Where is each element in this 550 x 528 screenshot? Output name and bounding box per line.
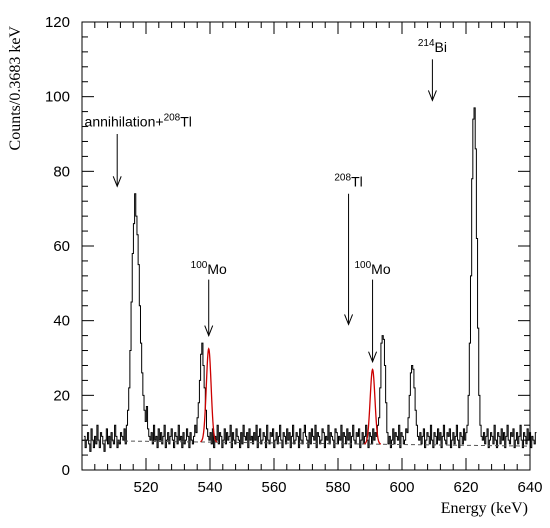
annotation-label: 100Mo (354, 260, 390, 277)
x-tick-label: 620 (453, 479, 478, 496)
x-tick-label: 560 (261, 479, 286, 496)
annotation-arrow-head (427, 90, 437, 102)
fit-curve (200, 347, 218, 443)
annotation-arrow-head (112, 176, 122, 188)
y-tick-label: 0 (62, 462, 70, 479)
y-tick-label: 120 (45, 14, 70, 31)
y-tick-label: 40 (53, 313, 70, 330)
y-tick-label: 20 (53, 387, 70, 404)
x-tick-label: 520 (133, 479, 158, 496)
y-tick-label: 80 (53, 163, 70, 180)
plot-area (81, 107, 537, 452)
annotation-label: annihilation+208Tl (85, 113, 192, 130)
annotation-label: 208Tl (334, 172, 362, 189)
x-axis-title: Energy (keV) (441, 500, 528, 517)
y-tick-label: 100 (45, 89, 70, 106)
annotation-arrow-head (204, 325, 214, 337)
x-tick-label: 600 (389, 479, 414, 496)
background-baseline (81, 440, 531, 447)
annotation-arrow-head (368, 351, 378, 364)
annotations: annihilation+208Tl 100Mo 208Tl 100Mo 214Bi (85, 38, 447, 364)
axes: 520 540 560 580 600 620 640 0 20 40 60 80 100 120 (45, 14, 543, 496)
annotation-label: 100Mo (191, 260, 227, 277)
y-tick-label: 60 (53, 238, 70, 255)
annotation-arrow-head (344, 314, 354, 326)
x-tick-label: 640 (517, 479, 542, 496)
histogram-series (83, 107, 537, 452)
fit-curve (364, 368, 382, 445)
y-axis-title: Counts/0.3683 keV (7, 26, 24, 151)
plot-frame (81, 21, 531, 471)
x-tick-label: 540 (197, 479, 222, 496)
annotation-label: 214Bi (418, 38, 447, 55)
x-tick-label: 580 (325, 479, 350, 496)
